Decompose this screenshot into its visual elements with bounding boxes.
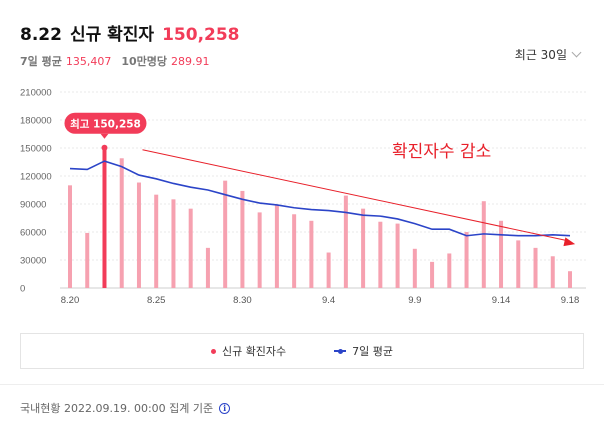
chevron-down-icon (571, 47, 582, 58)
legend-label-new-cases: 신규 확진자수 (221, 345, 287, 358)
bar-8.31[interactable] (257, 212, 262, 288)
bar-9.7[interactable] (378, 221, 383, 288)
y-tick-label: 180000 (20, 116, 52, 127)
y-tick-label: 90000 (20, 200, 46, 211)
title-value: 150,258 (162, 25, 240, 45)
avg-label: 7일 평균 (20, 55, 62, 68)
avg-value: 135,407 (65, 55, 112, 68)
bar-8.29[interactable] (223, 180, 228, 288)
bar-8.25[interactable] (154, 194, 159, 288)
bar-8.20[interactable] (68, 185, 72, 288)
highlight-point (101, 144, 108, 151)
legend-marker-dot (210, 348, 216, 354)
cases-chart: 0 30000 60000 90000 120000 150000 180000 210000… (20, 88, 586, 306)
divider (0, 384, 604, 385)
y-tick-label: 0 (20, 284, 25, 295)
bar-9.14[interactable] (499, 220, 504, 288)
footer: 국내현황 2022.09.19. 00:00 집계 기준 i (20, 400, 231, 416)
y-tick-label: 60000 (20, 228, 46, 239)
legend-label-avg7: 7일 평균 (352, 345, 394, 358)
x-tick-label: 8.30 (233, 295, 252, 306)
max-bubble-tail (100, 133, 109, 139)
info-icon[interactable]: i (219, 402, 231, 414)
bar-9.15[interactable] (516, 240, 521, 288)
max-bubble (64, 112, 147, 134)
bar-8.30[interactable] (240, 190, 245, 288)
annotation-text: 확진자수 감소 (392, 142, 491, 162)
bar-9.9[interactable] (412, 248, 417, 288)
x-tick-label: 8.25 (147, 295, 166, 306)
bar-9.2[interactable] (292, 214, 297, 288)
footer-text: 국내현황 2022.09.19. 00:00 집계 기준 (20, 402, 214, 415)
bar-8.26[interactable] (171, 199, 176, 288)
avg7-line (69, 160, 571, 237)
chart-header: 8.22 신규 확진자 150,258 7일 평균 135,407 10만명당 … (20, 20, 240, 69)
legend-item-avg7[interactable]: 7일 평균 (334, 343, 393, 359)
x-tick-label: 9.18 (561, 295, 580, 306)
bar-9.5[interactable] (343, 195, 348, 288)
bar-8.28[interactable] (205, 247, 210, 288)
x-tick-label: 8.20 (61, 295, 80, 306)
chart-legend: 신규 확진자수 7일 평균 (20, 333, 584, 369)
trend-arrow-head (563, 237, 576, 247)
x-tick-label: 9.4 (322, 295, 335, 306)
max-bubble-label: 최고 150,258 (70, 117, 141, 130)
bar-8.27[interactable] (188, 208, 193, 288)
sub-stats: 7일 평균 135,407 10만명당 289.91 (20, 53, 240, 69)
bar-9.10[interactable] (430, 261, 435, 288)
legend-item-new-cases[interactable]: 신규 확진자수 (210, 343, 287, 359)
bar-8.22[interactable] (102, 147, 107, 288)
bar-9.4[interactable] (326, 252, 331, 288)
bar-9.11[interactable] (447, 253, 452, 288)
bar-9.18[interactable] (568, 271, 572, 288)
bar-8.23[interactable] (119, 158, 124, 288)
y-tick-label: 30000 (20, 256, 46, 267)
x-tick-label: 9.9 (408, 295, 421, 306)
title-row: 8.22 신규 확진자 150,258 (20, 20, 240, 45)
title-label: 신규 확진자 (69, 25, 155, 45)
bar-9.12[interactable] (464, 232, 469, 288)
period-dropdown[interactable]: 최근 30일 (514, 46, 582, 63)
y-tick-label: 210000 (20, 88, 52, 99)
bar-9.3[interactable] (309, 220, 314, 288)
bar-8.21[interactable] (85, 232, 90, 288)
title-date: 8.22 (20, 25, 62, 45)
y-tick-label: 150000 (20, 144, 52, 155)
bar-9.13[interactable] (481, 201, 486, 288)
bar-9.6[interactable] (361, 208, 366, 288)
trend-arrow-line (142, 149, 568, 242)
legend-marker-line (334, 348, 347, 354)
per100k-value: 289.91 (171, 55, 210, 68)
bar-9.1[interactable] (274, 204, 279, 288)
period-selected: 최근 30일 (514, 48, 567, 62)
x-tick-label: 9.14 (492, 295, 511, 306)
bar-8.24[interactable] (136, 182, 141, 288)
bar-9.17[interactable] (550, 256, 555, 288)
bar-9.8[interactable] (395, 223, 400, 288)
bar-9.16[interactable] (533, 247, 538, 288)
per100k-label: 10만명당 (121, 55, 168, 68)
y-tick-label: 120000 (20, 172, 52, 183)
